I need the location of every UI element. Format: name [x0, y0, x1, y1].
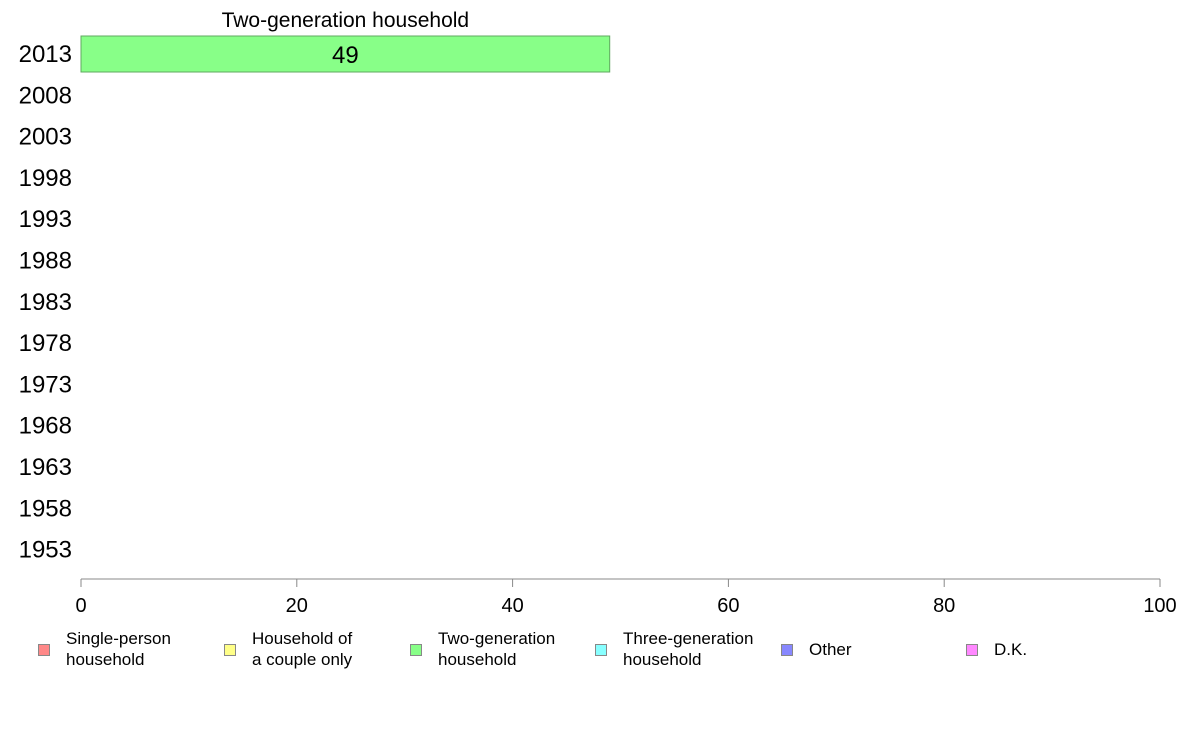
bars-layer: 49: [80, 35, 611, 73]
x-axis: 0 20 40 60 80 100: [75, 578, 1177, 617]
year-label: 1978: [19, 330, 72, 357]
year-label: 2003: [19, 124, 72, 151]
legend-swatch: [410, 644, 422, 656]
bar-segment: [80, 35, 611, 73]
x-tick-label: 80: [933, 595, 955, 617]
legend-swatch: [966, 644, 978, 656]
bar-value-label: 49: [332, 42, 359, 69]
year-label: 1973: [19, 371, 72, 398]
x-tick-label: 20: [286, 595, 308, 617]
year-label: 1988: [19, 248, 72, 275]
legend-item: Household of a couple only: [224, 628, 352, 670]
legend-label: D.K.: [994, 640, 1028, 659]
legend-item: Other: [781, 628, 852, 660]
legend-item: Three-generation household: [595, 628, 753, 670]
x-tick-label: 60: [717, 595, 739, 617]
x-tick-label: 40: [501, 595, 523, 617]
x-tick-label: 100: [1143, 595, 1176, 617]
segment-title-layer: Two-generation household: [222, 9, 470, 32]
legend-item: D.K.: [966, 628, 1027, 660]
year-label: 1968: [19, 413, 72, 440]
legend-label: Three-generation household: [623, 629, 754, 669]
year-label: 1983: [19, 289, 72, 316]
segment-title: Two-generation household: [222, 9, 470, 32]
legend-label: Two-generation household: [438, 629, 556, 669]
legend-item: Two-generation household: [410, 628, 555, 670]
legend-label: Single-person household: [66, 629, 171, 669]
year-label: 2013: [19, 41, 72, 68]
legend-item: Single-person household: [38, 628, 171, 670]
legend: Single-person household Household of a co…: [0, 628, 1188, 678]
legend-swatch: [224, 644, 236, 656]
year-label: 1998: [19, 165, 72, 192]
year-label: 1953: [19, 537, 72, 564]
legend-label: Other: [809, 640, 852, 659]
legend-swatch: [781, 644, 793, 656]
year-label: 1963: [19, 454, 72, 481]
legend-label: Household of a couple only: [252, 629, 353, 669]
chart: Two-generation household 49 2013 2008 2003…: [19, 9, 1177, 617]
legend-swatch: [38, 644, 50, 656]
legend-swatch: [595, 644, 607, 656]
x-tick-label: 0: [75, 595, 86, 617]
year-label: 1993: [19, 206, 72, 233]
year-labels-layer: 2013 2008 2003 1998 1993 1988 1983 1978 1973 1968…: [19, 41, 72, 564]
year-label: 2008: [19, 82, 72, 109]
year-label: 1958: [19, 495, 72, 522]
